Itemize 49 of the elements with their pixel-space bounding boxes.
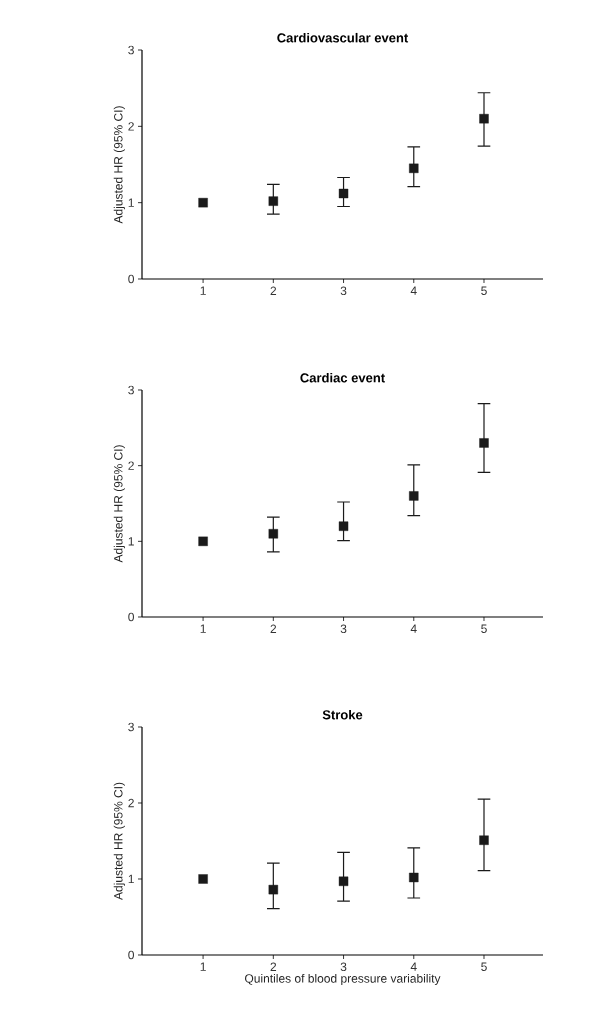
x-tick-label: 2 xyxy=(270,624,277,633)
point xyxy=(479,438,489,448)
point xyxy=(409,872,419,883)
y-tick-label: 0 xyxy=(128,274,134,284)
point xyxy=(338,521,349,531)
y-tick-label: 1 xyxy=(128,874,134,884)
x-tick-label: 4 xyxy=(410,624,417,633)
x-tick-label: 3 xyxy=(340,286,347,296)
y-tick-label: 1 xyxy=(128,198,134,207)
y-tick-label: 0 xyxy=(128,950,134,960)
point xyxy=(338,188,349,199)
x-tick-label: 5 xyxy=(481,962,487,971)
point xyxy=(268,529,279,539)
x-tick-label: 5 xyxy=(481,624,487,633)
y-tick-label: 3 xyxy=(128,385,134,395)
x-tick-label: 1 xyxy=(200,286,206,295)
chart-title: Cardiovascular event xyxy=(277,32,409,43)
point xyxy=(479,114,489,124)
x-tick-label: 2 xyxy=(270,962,277,971)
x-tick-label: 2 xyxy=(270,286,277,295)
x-tick-label: 5 xyxy=(481,286,487,295)
x-tick-label: 4 xyxy=(410,962,417,971)
y-axis-title: Adjusted HR (95% CI) xyxy=(113,782,125,900)
point xyxy=(409,491,419,501)
point xyxy=(338,876,349,886)
chart-title: Cardiac event xyxy=(300,372,385,383)
y-axis-title: Adjusted HR (95% CI) xyxy=(113,106,125,224)
x-tick-label: 3 xyxy=(340,962,347,972)
y-tick-label: 0 xyxy=(128,612,134,622)
point xyxy=(409,163,419,174)
y-tick-label: 3 xyxy=(128,722,134,732)
point xyxy=(268,884,279,895)
y-axis-title: Adjusted HR (95% CI) xyxy=(113,445,125,563)
point xyxy=(268,196,279,206)
x-tick-label: 1 xyxy=(200,962,206,971)
point xyxy=(198,874,208,884)
x-axis-title: Quintiles of blood pressure variability xyxy=(245,973,441,986)
y-tick-label: 2 xyxy=(128,461,134,470)
x-tick-label: 1 xyxy=(200,624,206,633)
point xyxy=(479,835,489,845)
point xyxy=(198,536,208,547)
y-tick-label: 3 xyxy=(128,45,134,55)
y-tick-label: 1 xyxy=(128,537,134,546)
point xyxy=(198,197,208,208)
y-tick-label: 2 xyxy=(128,798,134,808)
x-tick-label: 3 xyxy=(340,624,347,634)
y-tick-label: 2 xyxy=(128,122,134,131)
chart-title: Stroke xyxy=(322,709,363,720)
x-tick-label: 4 xyxy=(410,286,417,295)
